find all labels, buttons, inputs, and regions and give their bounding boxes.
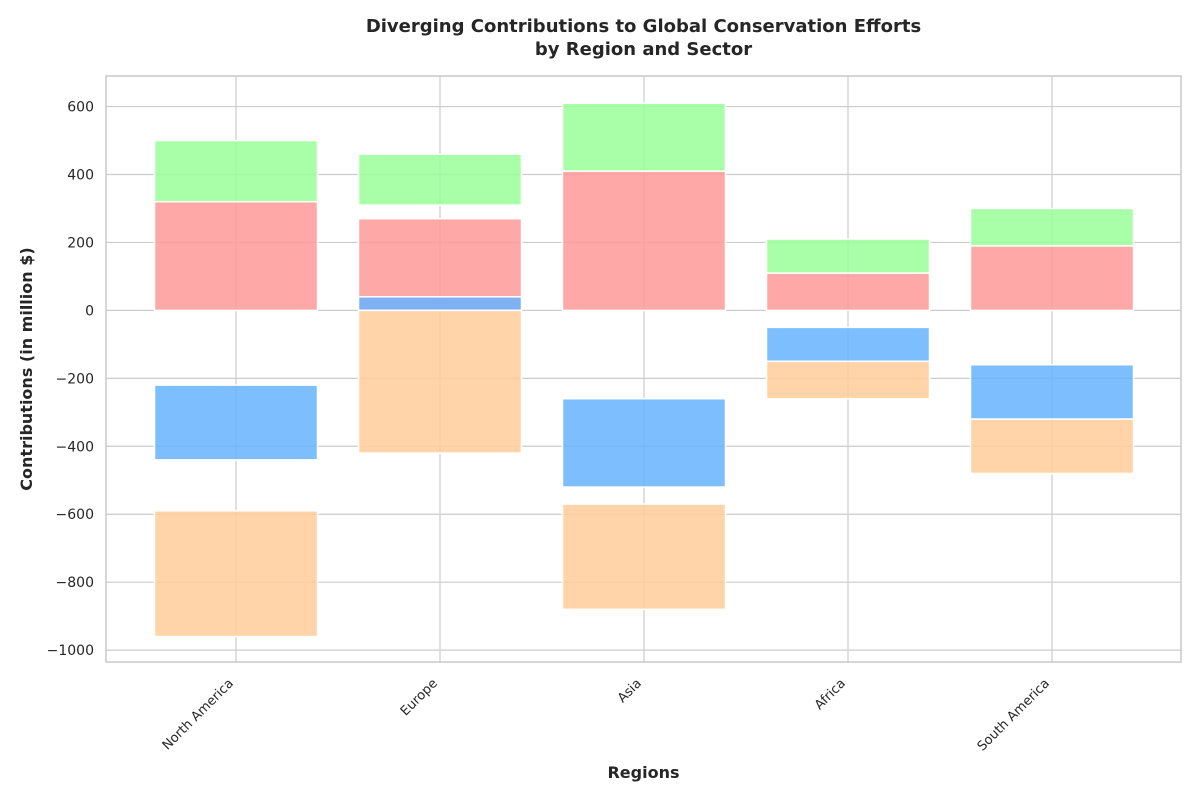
bars	[153, 102, 1135, 638]
bar-series-3-asia	[561, 397, 727, 488]
bar-series-3-europe	[357, 296, 523, 312]
x-axis-label: Regions	[607, 763, 679, 782]
y-tick-label: −1000	[47, 643, 94, 659]
y-tick-label: 200	[67, 235, 94, 251]
bar-series-2-europe	[357, 153, 523, 206]
y-tick-label: −800	[56, 575, 94, 591]
bar-series-4-north-america	[153, 510, 319, 638]
bar-series-2-north-america	[153, 139, 319, 203]
y-tick-label: −400	[56, 439, 94, 455]
y-tick-label: 0	[85, 303, 94, 319]
bar-series-1-north-america	[153, 200, 319, 312]
y-tick-label: 600	[67, 100, 94, 116]
bar-series-4-south-america	[969, 418, 1135, 475]
bar-series-4-asia	[561, 503, 727, 611]
bar-series-4-europe	[357, 309, 523, 454]
bar-series-1-europe	[357, 217, 523, 312]
y-tick-label: −200	[56, 371, 94, 387]
bar-series-3-africa	[765, 326, 931, 363]
bar-series-3-south-america	[969, 364, 1135, 420]
bar-series-1-africa	[765, 272, 931, 312]
bar-series-2-south-america	[969, 207, 1135, 247]
bar-series-2-asia	[561, 102, 727, 172]
chart-title-line-2: by Region and Sector	[535, 39, 752, 60]
plot-frame	[105, 75, 1182, 663]
bar-series-4-africa	[765, 360, 931, 400]
chart-title-line-1: Diverging Contributions to Global Conser…	[366, 16, 921, 37]
y-tick-label: −600	[56, 507, 94, 523]
bar-series-1-asia	[561, 170, 727, 312]
y-axis-label: Contributions (in million $)	[17, 247, 36, 490]
y-axis-ticks: 600 400 200 0 −200 −400 −600 −800 −1000	[47, 100, 94, 660]
bar-series-1-south-america	[969, 245, 1135, 312]
bar-series-3-north-america	[153, 384, 319, 461]
bar-series-2-africa	[765, 238, 931, 274]
y-tick-label: 400	[67, 168, 94, 184]
